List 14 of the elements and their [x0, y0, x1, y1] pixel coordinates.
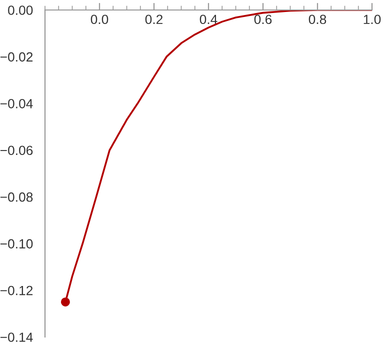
y-tick-label: −0.12	[0, 286, 33, 296]
x-tick-label: 0.2	[145, 14, 163, 24]
x-tick-label: 0.4	[200, 14, 218, 24]
x-tick-label: 0.6	[254, 14, 272, 24]
y-tick-label: −0.10	[0, 239, 33, 248]
y-tick-label: −0.14	[0, 332, 33, 342]
x-tick-label: 0.8	[308, 14, 326, 24]
y-tick-label: −0.04	[0, 98, 33, 108]
x-tick-label: 1.0	[364, 14, 381, 24]
y-tick-label: −0.02	[0, 52, 33, 62]
y-tick-label: −0.08	[0, 192, 33, 202]
y-tick-label: 0.00	[8, 6, 33, 15]
y-tick-label: −0.06	[0, 146, 33, 156]
x-tick-label: 0.0	[90, 14, 108, 24]
